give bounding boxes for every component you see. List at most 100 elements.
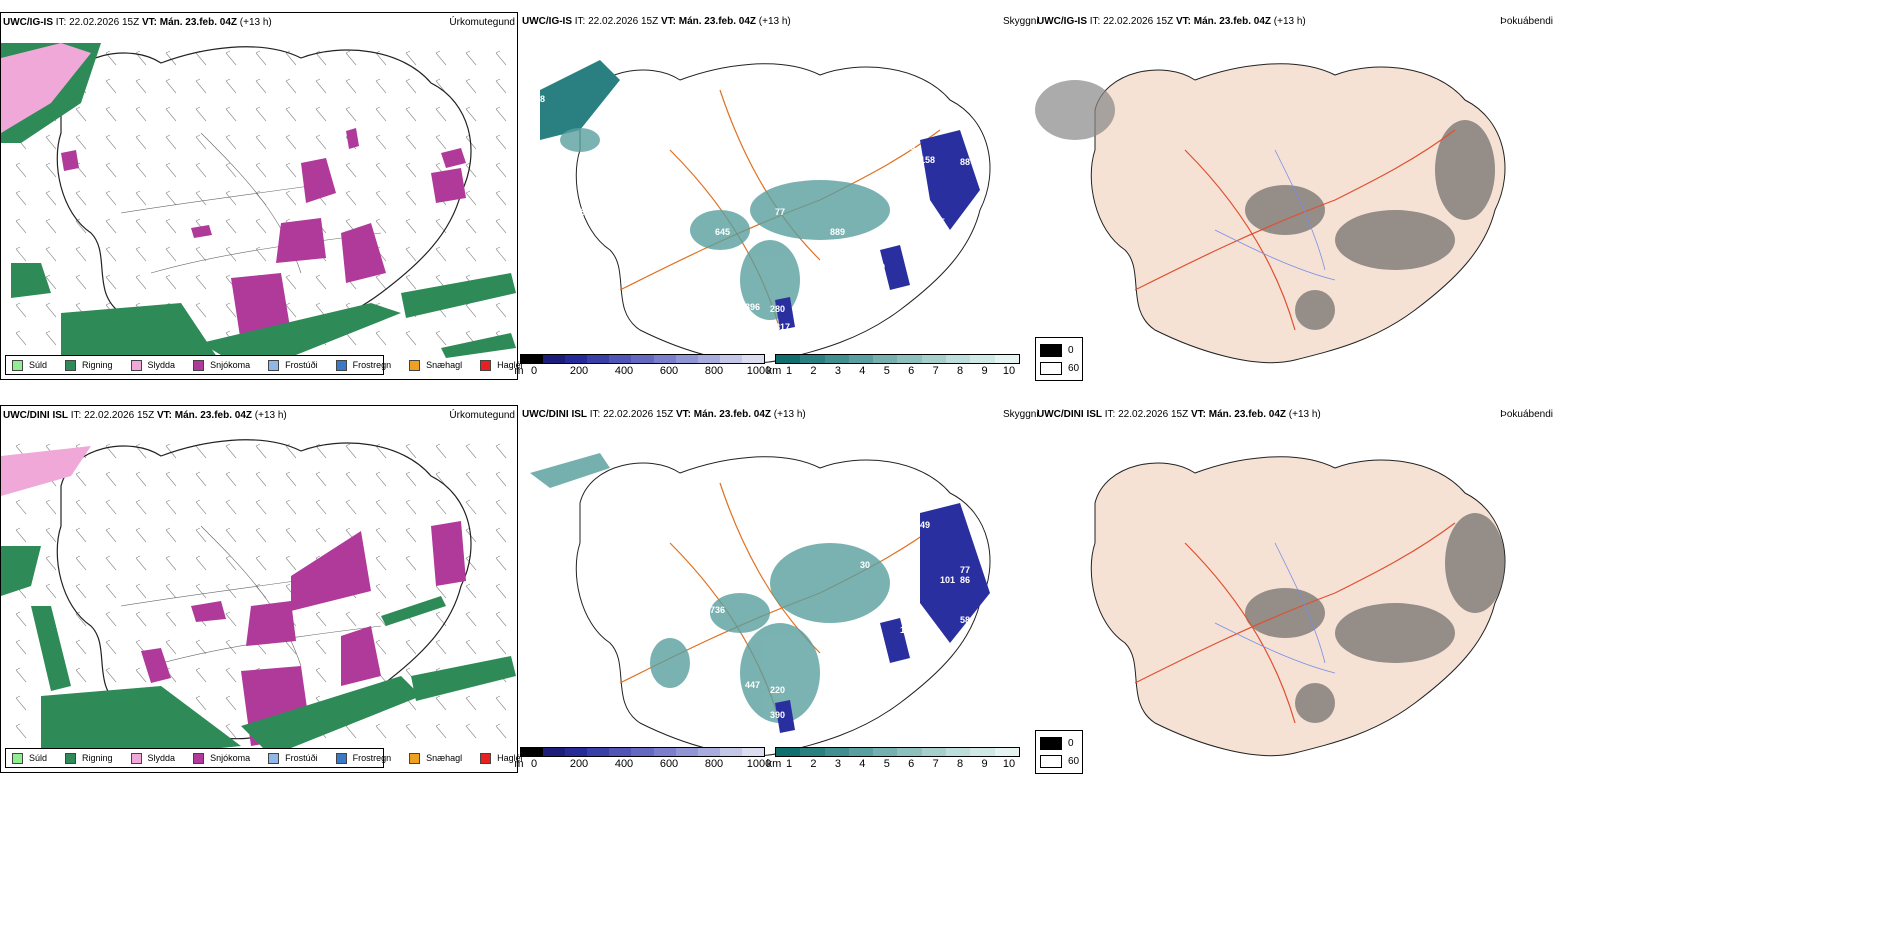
wind-barb <box>15 246 27 262</box>
wind-barb <box>375 555 387 571</box>
colorbar-tick: 1 <box>785 365 793 377</box>
wind-barb <box>135 555 147 571</box>
wind-barb <box>75 246 87 262</box>
wind-barb <box>495 443 507 459</box>
wind-barb <box>405 246 417 262</box>
wind-barb <box>285 78 297 94</box>
colorbar-tick: 8 <box>957 365 964 377</box>
wind-barb <box>345 611 357 627</box>
precip-panel-bottom: UWC/DINI ISL IT: 22.02.2026 15Z VT: Mán.… <box>0 405 523 773</box>
wind-barb <box>495 527 507 543</box>
cloud-base-label: 817 <box>775 322 790 332</box>
wind-barb <box>225 246 237 262</box>
wind-barb <box>75 583 87 599</box>
wind-barb <box>195 134 207 150</box>
wind-barb <box>195 471 207 487</box>
wind-barb <box>165 274 177 290</box>
wind-barb <box>465 471 477 487</box>
wind-barb <box>375 471 387 487</box>
wind-barb <box>45 302 57 318</box>
colorbar-tick: 9 <box>981 758 988 770</box>
wind-barb <box>15 190 27 206</box>
legend-swatch <box>130 359 142 371</box>
wind-barb <box>255 555 267 571</box>
wind-barb <box>345 50 357 66</box>
wind-barb <box>495 583 507 599</box>
wind-barb <box>135 527 147 543</box>
precip-map-bottom <box>1 439 516 766</box>
legend-swatch <box>480 359 492 371</box>
wind-barb <box>345 162 357 178</box>
cloud-base-colorbar: m 0 200 400 600 800 1000 <box>514 747 771 771</box>
wind-barb <box>225 611 237 627</box>
colorbar-cell <box>741 748 765 756</box>
wind-barb <box>135 274 147 290</box>
wind-barb <box>105 611 117 627</box>
wind-barb <box>285 162 297 178</box>
colorbar-tick: 5 <box>883 365 890 377</box>
legend-item: Slydda <box>130 359 175 371</box>
legend-swatch <box>480 752 492 764</box>
legend-item: Rigning <box>65 752 113 764</box>
cloud-base-label: 177 <box>915 495 930 505</box>
wind-barb <box>225 695 237 711</box>
wind-barb <box>75 639 87 655</box>
wind-barb <box>315 106 327 122</box>
wind-barb <box>285 527 297 543</box>
cloud-panel-bottom: UWC/DINI ISL IT: 22.02.2026 15Z VT: Mán.… <box>514 405 1265 773</box>
legend-swatch <box>268 359 280 371</box>
wind-barb <box>105 246 117 262</box>
wind-barb <box>255 78 267 94</box>
wind-barb <box>315 471 327 487</box>
colorbar-tick: 2 <box>810 758 817 770</box>
cloud-base-label: 396 <box>745 302 760 312</box>
wind-barb <box>435 443 447 459</box>
colorbar-tick: 200 <box>569 365 589 377</box>
colorbar-cell <box>946 355 971 363</box>
wind-barb <box>105 499 117 515</box>
cloud-base-unit: m <box>514 365 524 377</box>
wind-barb <box>135 106 147 122</box>
wind-barb <box>105 218 117 234</box>
wind-barb <box>375 527 387 543</box>
cloud-base-label: 280 <box>770 304 785 314</box>
wind-barb <box>105 555 117 571</box>
legend-item: Snjókoma <box>193 752 250 764</box>
colorbar-tick: 9 <box>981 365 988 377</box>
colorbar-cell <box>848 748 874 756</box>
fog-legend-item: 0 <box>1036 734 1082 752</box>
wind-barb <box>495 639 507 655</box>
visibility-colorbar: km 1 2 3 4 5 6 7 8 9 10 <box>767 747 1020 771</box>
colorbar-tick: 8 <box>957 758 964 770</box>
fog-legend-item: 60 <box>1036 359 1082 377</box>
wind-barb <box>375 611 387 627</box>
precip-title: Úrkomutegund <box>449 17 515 28</box>
colorbar-cell <box>587 355 610 363</box>
colorbar-cell <box>776 355 801 363</box>
wind-barb <box>375 723 387 739</box>
fog-panel-bottom: UWC/DINI ISL IT: 22.02.2026 15Z VT: Mán.… <box>1035 405 1555 774</box>
wind-barb <box>45 162 57 178</box>
wind-barb <box>495 611 507 627</box>
wind-barb <box>465 78 477 94</box>
wind-barb <box>255 527 267 543</box>
wind-barb <box>285 639 297 655</box>
legend-swatch <box>12 752 23 764</box>
colorbar-cell <box>994 355 1019 363</box>
fog-map-top <box>1035 63 1506 364</box>
colorbar-tick: 7 <box>932 758 939 770</box>
precip-panel-top: UWC/IG-IS IT: 22.02.2026 15Z VT: Mán. 23… <box>0 12 523 380</box>
wind-barb <box>225 106 237 122</box>
legend-item: Snæhagl <box>409 359 462 371</box>
wind-barb <box>105 106 117 122</box>
colorbar-tick: 6 <box>908 365 915 377</box>
cloud-base-label: 200 <box>860 650 875 660</box>
colorbar-cell <box>897 748 922 756</box>
wind-barb <box>465 695 477 711</box>
wind-barb <box>435 106 447 122</box>
legend-swatch <box>130 752 142 764</box>
colorbar-tick: 800 <box>704 758 724 770</box>
wind-barb <box>135 611 147 627</box>
panel-header: UWC/IG-IS IT: 22.02.2026 15Z VT: Mán. 23… <box>522 16 791 27</box>
wind-barb <box>465 218 477 234</box>
